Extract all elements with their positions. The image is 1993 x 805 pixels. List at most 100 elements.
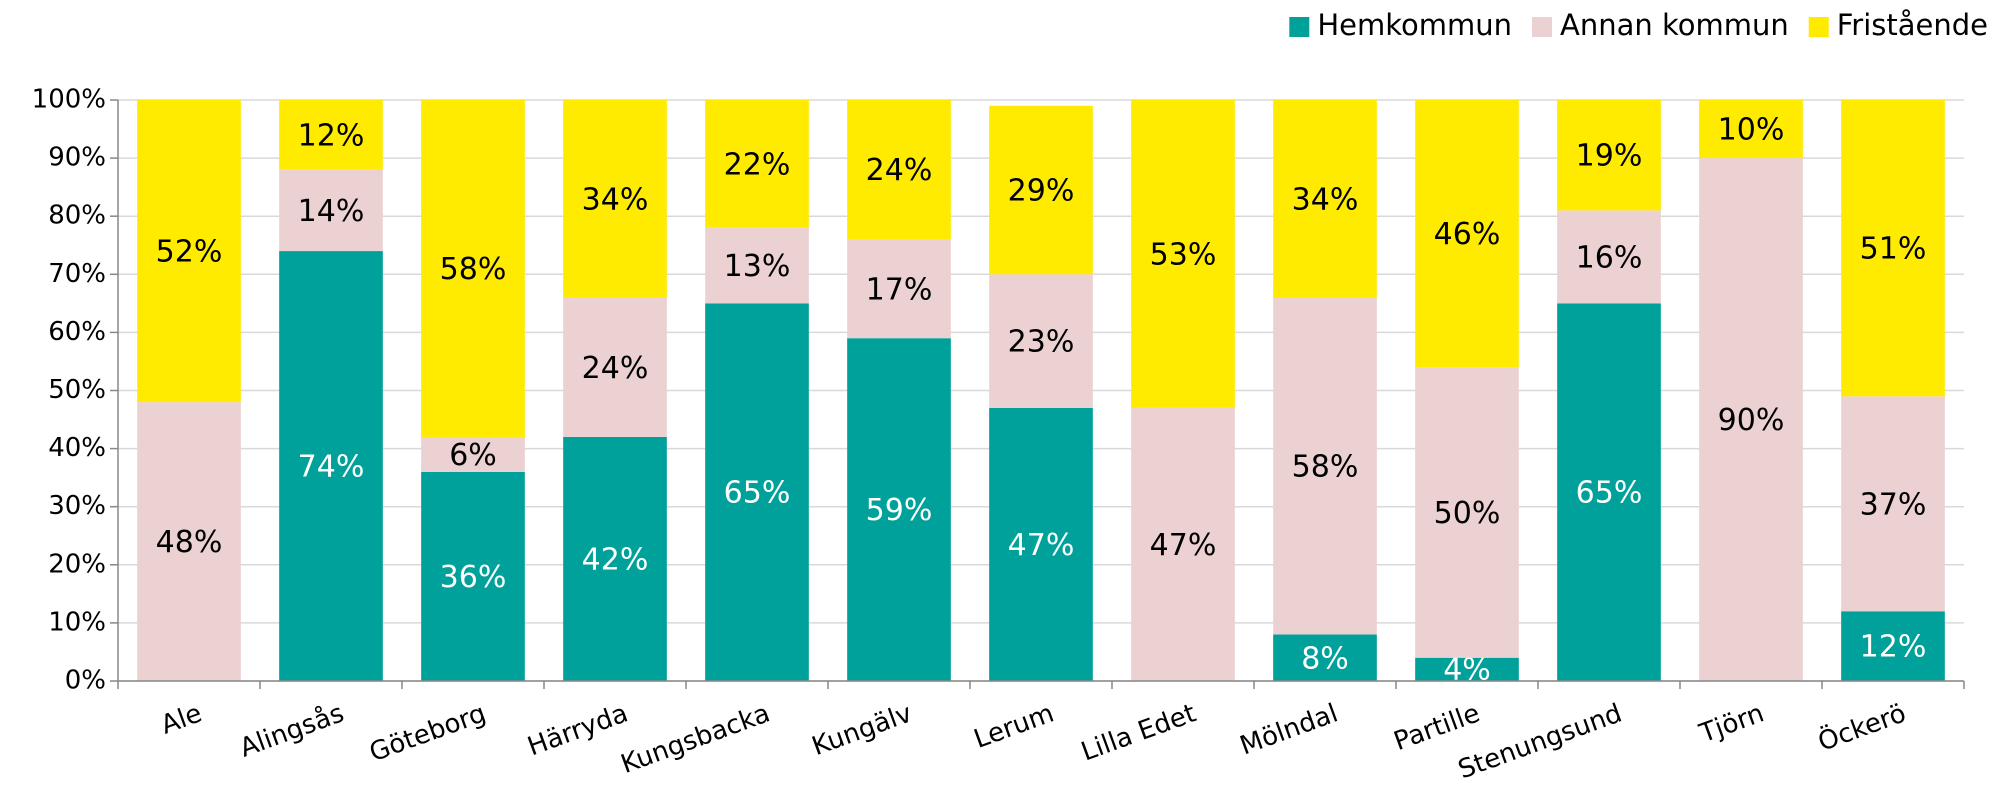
data-label: 12%: [298, 118, 365, 153]
data-label: 13%: [724, 249, 791, 284]
data-label: 6%: [449, 438, 497, 473]
bar-segment: [1699, 158, 1803, 682]
bar-segment: [705, 100, 809, 228]
bar-segment: [1557, 210, 1661, 304]
data-label: 29%: [1008, 174, 1075, 209]
data-label: 24%: [866, 153, 933, 188]
legend-swatch: [1531, 17, 1552, 37]
bar-segment: [1699, 100, 1803, 159]
data-label: 19%: [1576, 139, 1643, 174]
y-tick-label: 0%: [65, 666, 106, 696]
x-tick-label: Alingsås: [236, 697, 348, 763]
data-label: 65%: [1576, 476, 1643, 511]
y-tick-label: 10%: [48, 607, 106, 637]
legend-swatch: [1808, 17, 1829, 37]
bar-segment: [279, 251, 383, 681]
bar-segment: [1841, 100, 1945, 397]
data-label: 16%: [1576, 240, 1643, 275]
x-tick-label: Härryda: [524, 698, 632, 762]
bar-segment: [563, 297, 667, 437]
bar-segment: [279, 169, 383, 252]
data-label: 50%: [1434, 496, 1501, 531]
y-tick-label: 30%: [48, 491, 106, 521]
bar-segment: [1841, 396, 1945, 612]
x-tick-label: Partille: [1390, 698, 1484, 757]
data-label: 42%: [582, 542, 649, 577]
y-tick-label: 50%: [48, 375, 106, 405]
y-tick-label: 80%: [48, 201, 106, 231]
x-tick-label: Göteborg: [366, 698, 490, 768]
legend-label: Annan kommun: [1560, 8, 1789, 42]
data-label: 14%: [298, 194, 365, 229]
bar-segment: [563, 436, 667, 681]
data-label: 22%: [724, 147, 791, 182]
data-label: 65%: [724, 476, 791, 511]
legend-label: Hemkommun: [1317, 8, 1512, 42]
data-label: 74%: [298, 450, 365, 485]
data-label: 24%: [582, 351, 649, 386]
data-label: 51%: [1860, 232, 1927, 267]
bar-segment: [421, 436, 525, 472]
bar-segment: [1557, 303, 1661, 681]
data-label: 53%: [1150, 237, 1217, 272]
data-label: 48%: [156, 525, 223, 560]
bar-segment: [847, 100, 951, 240]
y-tick-label: 20%: [48, 549, 106, 579]
data-label: 52%: [156, 235, 223, 270]
data-label: 90%: [1718, 403, 1785, 438]
y-tick-label: 60%: [48, 317, 106, 347]
x-tick-label: Stenungsund: [1454, 698, 1626, 785]
x-tick-label: Kungälv: [808, 698, 916, 762]
bar-segment: [1273, 100, 1377, 298]
data-label: 58%: [1292, 450, 1359, 485]
y-tick-label: 40%: [48, 433, 106, 463]
y-tick-label: 100%: [32, 85, 106, 115]
bar-segment: [989, 407, 1093, 681]
bar-segment: [1273, 297, 1377, 635]
bar-segment: [137, 402, 241, 681]
y-tick-label: 90%: [48, 143, 106, 173]
data-label: 34%: [582, 182, 649, 217]
legend-swatch: [1289, 17, 1310, 37]
x-tick-label: Lilla Edet: [1077, 698, 1200, 767]
bar-segment: [1415, 657, 1519, 681]
data-label: 23%: [1008, 325, 1075, 360]
bar-segment: [1841, 611, 1945, 681]
bar-segment: [1415, 367, 1519, 658]
x-tick-label: Ale: [157, 698, 206, 740]
data-label: 47%: [1150, 528, 1217, 563]
data-label: 37%: [1860, 487, 1927, 522]
data-label: 34%: [1292, 182, 1359, 217]
data-label: 17%: [866, 272, 933, 307]
x-tick-label: Tjörn: [1695, 698, 1768, 749]
data-label: 58%: [440, 252, 507, 287]
bar-segment: [847, 338, 951, 681]
bar-segment: [705, 303, 809, 681]
x-tick-label: Öckerö: [1814, 697, 1910, 758]
bar-segment: [1131, 100, 1235, 408]
x-tick-label: Kungsbacka: [617, 698, 774, 780]
data-label: 46%: [1434, 217, 1501, 252]
bar-segment: [421, 471, 525, 681]
data-label: 12%: [1860, 630, 1927, 665]
x-tick-label: Mölndal: [1236, 698, 1342, 761]
data-label: 59%: [866, 493, 933, 528]
bar-segment: [1273, 634, 1377, 681]
legend-label: Fristående: [1837, 8, 1988, 42]
bar-segment: [1131, 407, 1235, 681]
bar-segment: [1557, 100, 1661, 211]
data-label: 8%: [1301, 641, 1349, 676]
x-tick-label: Lerum: [970, 698, 1058, 754]
bar-segment: [137, 100, 241, 403]
bar-segment: [989, 105, 1093, 275]
bar-segment: [1415, 100, 1519, 368]
bar-segment: [421, 100, 525, 437]
data-label: 47%: [1008, 528, 1075, 563]
bar-segment: [705, 227, 809, 304]
data-label: 36%: [440, 560, 507, 595]
data-label: 10%: [1718, 113, 1785, 148]
y-tick-label: 70%: [48, 259, 106, 289]
bar-segment: [279, 100, 383, 170]
bar-segment: [989, 274, 1093, 408]
